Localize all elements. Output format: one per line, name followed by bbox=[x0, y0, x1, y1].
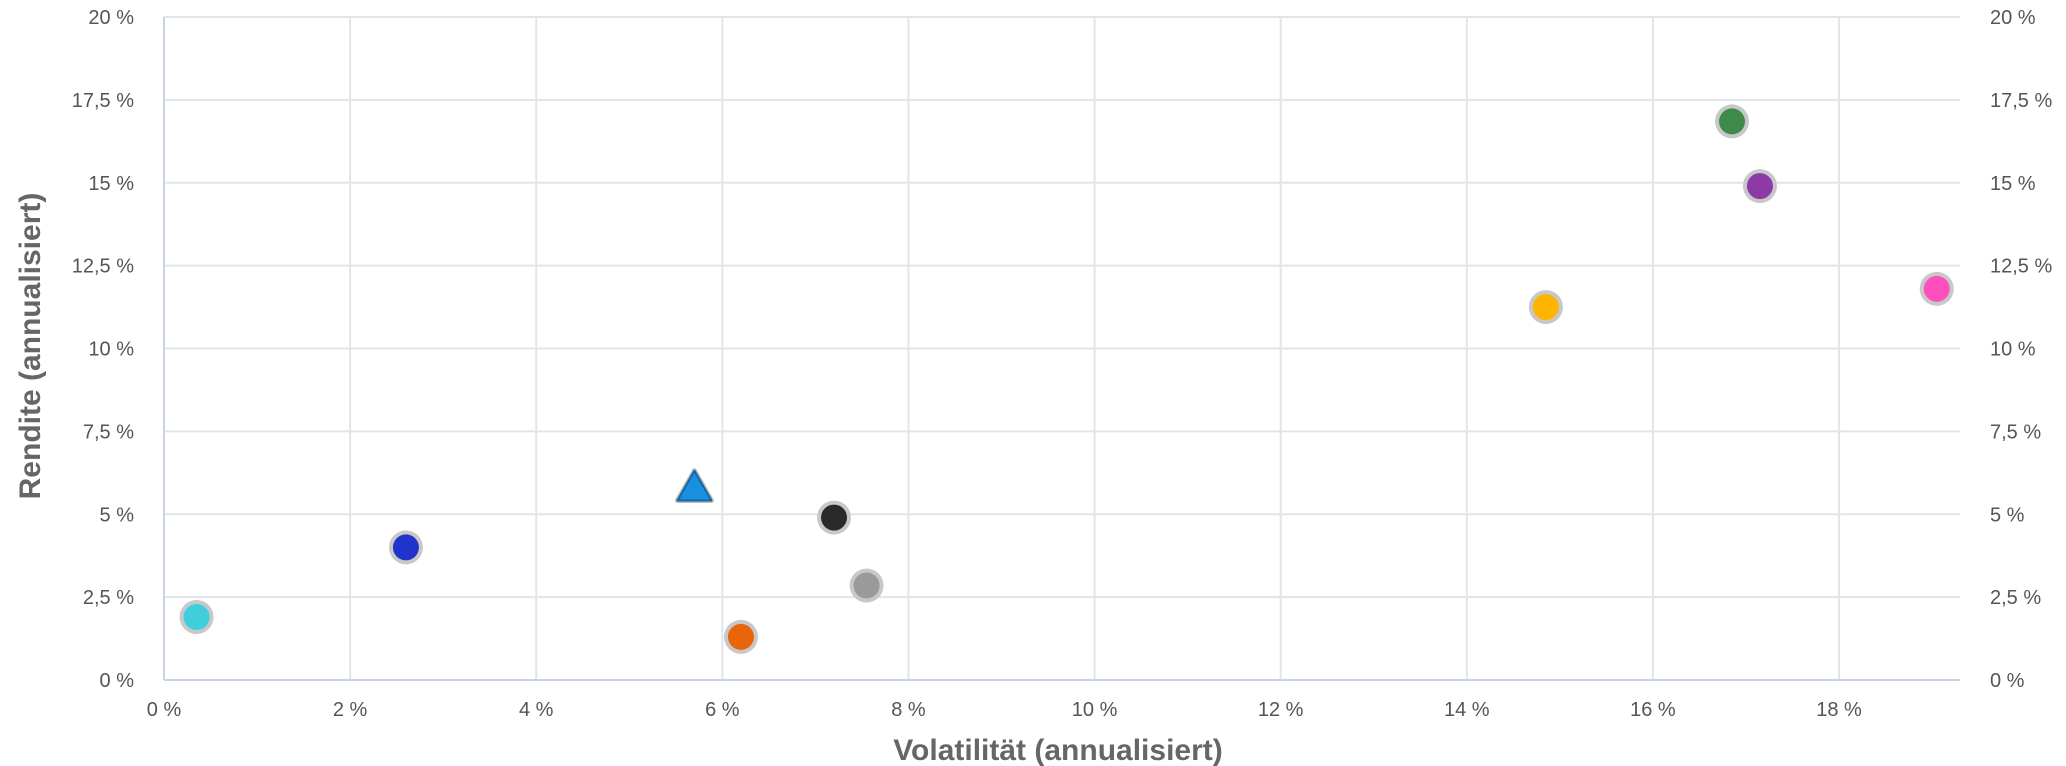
x-tick-label: 12 % bbox=[1258, 699, 1304, 721]
y-tick-label-right: 12,5 % bbox=[1990, 256, 2052, 278]
data-point[interactable] bbox=[1746, 173, 1773, 200]
y-tick-label-right: 5 % bbox=[1990, 504, 2025, 526]
x-tick-label: 10 % bbox=[1072, 699, 1118, 721]
y-tick-label-left: 2,5 % bbox=[83, 587, 134, 609]
data-point[interactable] bbox=[821, 504, 848, 531]
x-tick-label: 6 % bbox=[705, 699, 740, 721]
y-tick-label-left: 20 % bbox=[88, 7, 134, 29]
x-tick-label: 4 % bbox=[519, 699, 554, 721]
x-tick-label: 16 % bbox=[1630, 699, 1676, 721]
y-tick-label-right: 10 % bbox=[1990, 339, 2036, 361]
y-tick-label-left: 7,5 % bbox=[83, 421, 134, 443]
data-point[interactable] bbox=[1532, 294, 1559, 321]
y-axis-ticks-right: 0 % 2,5 % 5 % 7,5 % 10 % 12,5 % 15 % 17,5 % 20 % bbox=[1990, 7, 2052, 692]
y-tick-label-right: 7,5 % bbox=[1990, 421, 2041, 443]
y-tick-label-left: 15 % bbox=[88, 173, 134, 195]
data-point[interactable] bbox=[853, 572, 880, 599]
x-tick-label: 8 % bbox=[891, 699, 926, 721]
y-tick-label-left: 10 % bbox=[88, 339, 134, 361]
data-point[interactable] bbox=[1719, 108, 1746, 135]
x-tick-label: 18 % bbox=[1816, 699, 1862, 721]
y-tick-label-right: 17,5 % bbox=[1990, 90, 2052, 112]
y-tick-label-right: 20 % bbox=[1990, 7, 2036, 29]
data-points bbox=[179, 104, 1954, 654]
x-axis-title: Volatilität (annualisiert) bbox=[893, 734, 1223, 766]
y-tick-label-left: 12,5 % bbox=[72, 256, 134, 278]
data-point[interactable] bbox=[727, 623, 754, 650]
x-tick-label: 14 % bbox=[1444, 699, 1490, 721]
y-tick-label-right: 2,5 % bbox=[1990, 587, 2041, 609]
x-axis-ticks: 0 % 2 % 4 % 6 % 8 % 10 % 12 % 14 % 16 % 18 % bbox=[147, 699, 1862, 721]
y-tick-label-right: 15 % bbox=[1990, 173, 2036, 195]
data-point[interactable] bbox=[392, 534, 419, 561]
y-tick-label-left: 5 % bbox=[100, 504, 135, 526]
y-tick-label-right: 0 % bbox=[1990, 670, 2025, 692]
axes bbox=[163, 17, 1960, 681]
data-point-triangle[interactable] bbox=[676, 469, 713, 502]
y-axis-ticks-left: 0 % 2,5 % 5 % 7,5 % 10 % 12,5 % 15 % 17,5 % 20 % bbox=[72, 7, 134, 692]
grid bbox=[164, 16, 1960, 680]
y-tick-label-left: 0 % bbox=[100, 670, 135, 692]
y-axis-title: Rendite (annualisiert) bbox=[14, 193, 47, 500]
x-tick-label: 0 % bbox=[147, 699, 182, 721]
data-point[interactable] bbox=[1923, 275, 1950, 302]
x-tick-label: 2 % bbox=[333, 699, 368, 721]
data-point[interactable] bbox=[183, 604, 210, 631]
y-tick-label-left: 17,5 % bbox=[72, 90, 134, 112]
